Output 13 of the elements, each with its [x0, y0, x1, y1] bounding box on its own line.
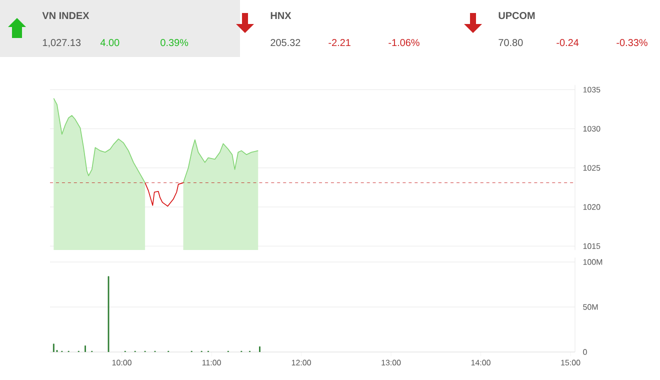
text: 0.39% [160, 39, 188, 46]
text: 70.80 [498, 39, 523, 46]
text: HNX [270, 12, 292, 19]
text: 4.00 [100, 39, 120, 46]
text: -2.21 [328, 39, 350, 46]
text: UPCOM [498, 12, 535, 20]
text: 1,027.13 [42, 39, 81, 48]
text: -0.33% [616, 39, 648, 46]
text: -1.06% [388, 39, 420, 46]
text: VN INDEX [42, 12, 90, 19]
line-series [144, 182, 184, 207]
text: 205.32 [270, 39, 300, 46]
text: -0.24 [556, 39, 579, 46]
